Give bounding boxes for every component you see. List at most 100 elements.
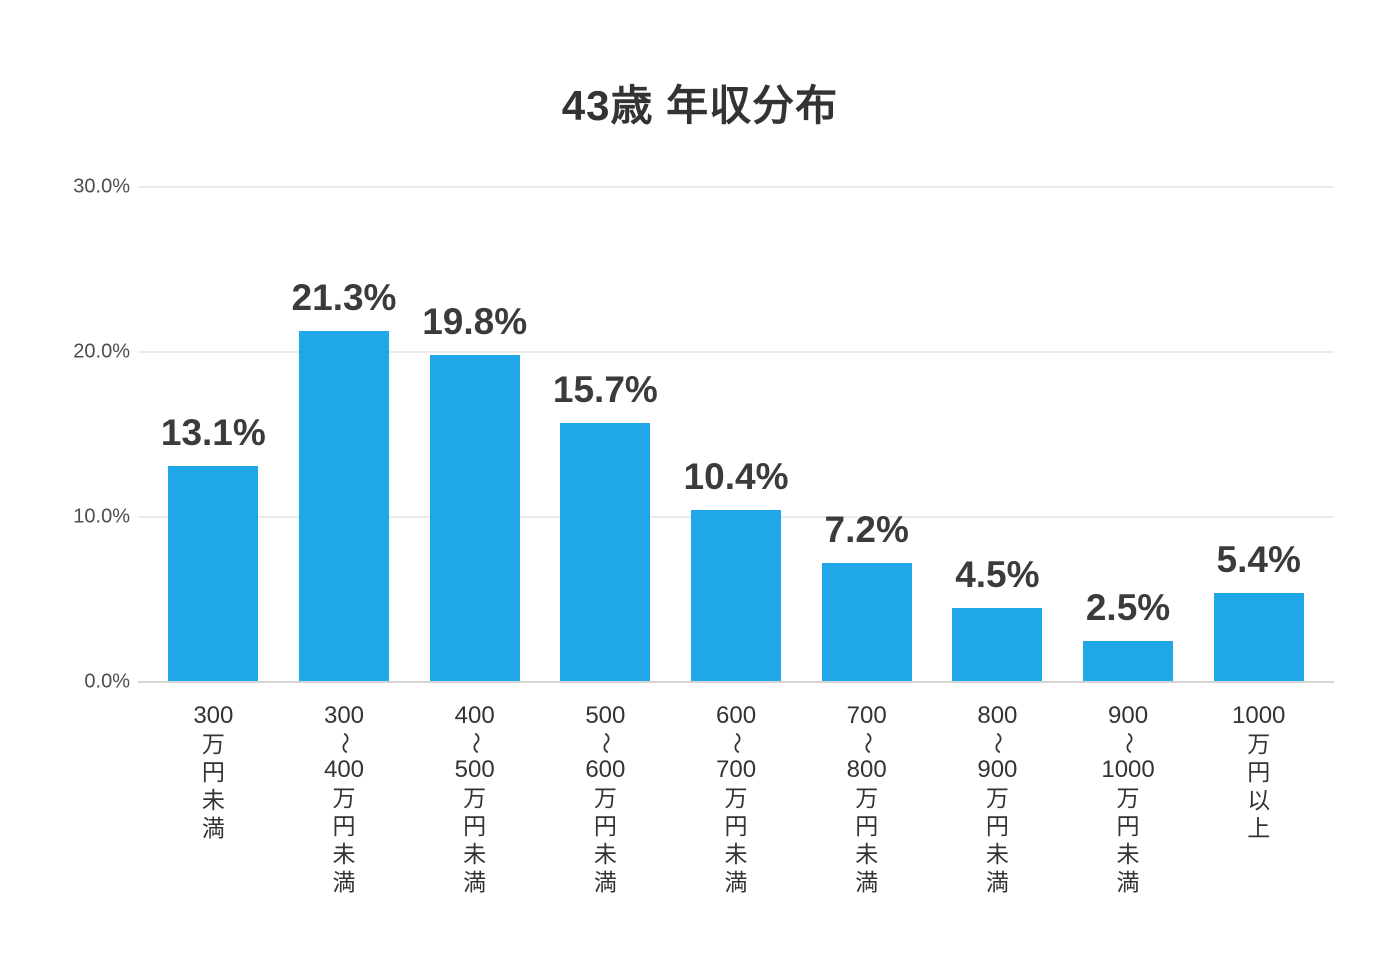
bar-column: 10.4% bbox=[671, 187, 802, 682]
gridline bbox=[138, 681, 1334, 683]
x-tick-char: 万 bbox=[332, 785, 356, 811]
bar-value-label: 13.1% bbox=[160, 411, 266, 453]
x-tick-char: 円 bbox=[332, 813, 356, 839]
x-tick-number: 400 bbox=[454, 702, 495, 729]
x-tick-number: 900 bbox=[977, 756, 1018, 783]
x-tick-number: 800 bbox=[977, 702, 1018, 729]
x-tick-char: 万 bbox=[201, 731, 225, 757]
y-tick-label: 10.0% bbox=[73, 505, 130, 528]
x-tick-char: 円 bbox=[1116, 813, 1140, 839]
x-tick-char: 未 bbox=[593, 841, 617, 867]
x-tick-number: 300 bbox=[193, 702, 234, 729]
bar-column: 19.8% bbox=[409, 187, 540, 682]
x-tick-char: 満 bbox=[332, 869, 356, 895]
x-tick-label: 800 〜 900 万円未満 bbox=[932, 682, 1063, 896]
x-tick-number: 600 bbox=[716, 702, 757, 729]
bar bbox=[691, 510, 782, 682]
bar bbox=[299, 330, 389, 682]
x-tick-char: 未 bbox=[332, 841, 356, 867]
x-tick-char: 満 bbox=[855, 869, 879, 895]
x-tick-char: 万 bbox=[1247, 731, 1271, 757]
x-tick-number: 800 bbox=[846, 756, 887, 783]
x-tick-char: 未 bbox=[201, 787, 225, 813]
x-tick-char: 満 bbox=[985, 869, 1009, 895]
bar-value-label: 15.7% bbox=[552, 368, 658, 410]
x-tick-char: 円 bbox=[985, 813, 1009, 839]
y-tick-label: 30.0% bbox=[73, 175, 130, 198]
x-tick-number: 700 bbox=[716, 756, 757, 783]
x-tick-number: 1000 bbox=[1232, 702, 1286, 729]
x-tick-char: 未 bbox=[463, 841, 487, 867]
tilde-separator: 〜 bbox=[854, 731, 880, 755]
x-tick-label: 400 〜 500 万円未満 bbox=[409, 682, 540, 896]
bar-column: 21.3% bbox=[279, 187, 410, 682]
x-tick-char: 円 bbox=[724, 813, 748, 839]
bar-column: 7.2% bbox=[801, 187, 932, 682]
x-axis: 300 万円未満 300 〜 400 万円未満 400 〜 500 万円未満 500 〜 600 万円未満… bbox=[148, 682, 1324, 896]
x-tick-char: 満 bbox=[1116, 869, 1140, 895]
x-tick-char: 万 bbox=[855, 785, 879, 811]
x-tick-char: 満 bbox=[724, 869, 748, 895]
x-tick-char: 以 bbox=[1247, 787, 1271, 813]
x-tick-char: 未 bbox=[1116, 841, 1140, 867]
tilde-separator: 〜 bbox=[724, 731, 750, 755]
tilde-separator: 〜 bbox=[462, 731, 488, 755]
bar-value-label: 2.5% bbox=[1085, 586, 1171, 628]
bar-value-label: 4.5% bbox=[955, 553, 1040, 595]
bar bbox=[1213, 592, 1304, 682]
x-tick-number: 900 bbox=[1108, 702, 1149, 729]
bar-column: 2.5% bbox=[1063, 187, 1194, 682]
bar-column: 15.7% bbox=[540, 187, 671, 682]
x-tick-char: 万 bbox=[1116, 785, 1140, 811]
x-tick-number: 400 bbox=[323, 756, 365, 783]
x-tick-char: 満 bbox=[201, 815, 225, 841]
bar bbox=[952, 607, 1043, 682]
x-tick-char: 円 bbox=[201, 759, 225, 785]
bar-value-label: 21.3% bbox=[291, 276, 397, 318]
x-tick-char: 未 bbox=[985, 841, 1009, 867]
x-tick-char: 未 bbox=[855, 841, 879, 867]
x-tick-char: 円 bbox=[593, 813, 617, 839]
bar bbox=[560, 422, 651, 682]
x-tick-number: 500 bbox=[585, 702, 626, 729]
bar bbox=[821, 563, 912, 682]
x-tick-number: 700 bbox=[846, 702, 887, 729]
x-tick-char: 円 bbox=[855, 813, 879, 839]
bar bbox=[1083, 640, 1174, 682]
x-tick-label: 900 〜 1000 万円未満 bbox=[1063, 682, 1194, 896]
x-tick-char: 満 bbox=[593, 869, 617, 895]
x-tick-char: 円 bbox=[463, 813, 487, 839]
bar-value-label: 10.4% bbox=[683, 456, 789, 498]
gridline bbox=[138, 351, 1334, 353]
x-tick-char: 上 bbox=[1247, 815, 1271, 841]
tilde-separator: 〜 bbox=[1116, 731, 1142, 755]
y-tick-label: 0.0% bbox=[84, 670, 130, 693]
x-tick-char: 万 bbox=[724, 785, 748, 811]
tilde-separator: 〜 bbox=[332, 731, 358, 755]
x-tick-char: 万 bbox=[985, 785, 1009, 811]
bar bbox=[168, 465, 259, 682]
bar-value-label: 19.8% bbox=[422, 301, 528, 343]
gridline bbox=[138, 186, 1334, 188]
bar-column: 5.4% bbox=[1193, 187, 1324, 682]
chart-title: 43歳 年収分布 bbox=[561, 82, 839, 129]
x-tick-number: 1000 bbox=[1101, 756, 1155, 783]
plot-area: 13.1% 21.3% 19.8% 15.7% 10.4% 7.2% 4.5% 2.5% 5.4… bbox=[138, 186, 1334, 683]
y-tick-label: 20.0% bbox=[73, 340, 130, 363]
x-tick-label: 700 〜 800 万円未満 bbox=[801, 682, 932, 896]
bar-value-label: 7.2% bbox=[824, 509, 909, 551]
tilde-separator: 〜 bbox=[593, 731, 619, 755]
x-tick-char: 満 bbox=[463, 869, 487, 895]
x-tick-char: 円 bbox=[1247, 759, 1271, 785]
y-axis: 0.0% 10.0% 20.0% 30.0% bbox=[0, 176, 130, 693]
x-tick-label: 1000 万円以上 bbox=[1193, 682, 1324, 896]
x-tick-char: 万 bbox=[463, 785, 487, 811]
x-tick-label: 600 〜 700 万円未満 bbox=[671, 682, 802, 896]
bar-column: 13.1% bbox=[148, 187, 279, 682]
bars: 13.1% 21.3% 19.8% 15.7% 10.4% 7.2% 4.5% 2.5% 5.4… bbox=[148, 187, 1324, 682]
x-tick-number: 300 bbox=[323, 702, 365, 729]
x-tick-char: 万 bbox=[593, 785, 617, 811]
x-tick-label: 500 〜 600 万円未満 bbox=[540, 682, 671, 896]
bar-value-label: 5.4% bbox=[1216, 538, 1301, 580]
